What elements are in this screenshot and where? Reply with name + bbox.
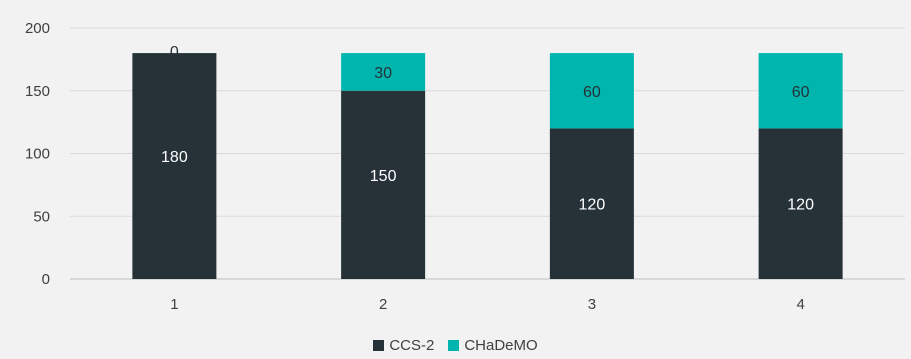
legend-label-chademo: CHaDeMO <box>464 336 538 354</box>
bar-segment-ccs2 <box>549 128 634 279</box>
data-label: 30 <box>374 65 392 82</box>
data-labels: 180 0 150 30 120 60 120 60 <box>161 44 814 214</box>
x-tick-label: 2 <box>379 296 387 313</box>
y-tick-label: 100 <box>25 146 50 163</box>
x-tick-label: 4 <box>796 296 804 313</box>
bar-segment-ccs2 <box>758 128 843 279</box>
legend: CCS-2 CHaDeMO <box>0 335 911 355</box>
y-tick-label: 50 <box>33 208 50 225</box>
bar-segment-chademo <box>341 53 426 91</box>
data-label: 150 <box>370 168 397 185</box>
data-label: 60 <box>583 84 601 101</box>
x-tick-label: 3 <box>588 296 596 313</box>
legend-swatch-ccs2 <box>373 339 385 351</box>
data-label: 120 <box>787 197 814 214</box>
x-tick-label: 1 <box>170 296 178 313</box>
legend-label-ccs2: CCS-2 <box>389 336 435 354</box>
y-tick-label: 150 <box>25 83 50 100</box>
y-tick-label: 0 <box>42 271 50 288</box>
legend-item-ccs2: CCS-2 <box>373 337 434 354</box>
bar-segment-ccs2 <box>341 90 426 279</box>
y-tick-label: 200 <box>25 20 50 37</box>
legend-item-chademo: CHaDeMO <box>448 336 538 354</box>
data-label: 60 <box>792 84 810 101</box>
bars <box>132 53 843 279</box>
y-axis-ticks: 0 50 100 150 200 <box>25 20 50 288</box>
bar-segment-chademo <box>549 53 634 129</box>
legend-swatch-chademo <box>448 339 460 351</box>
data-label: 0 <box>170 44 179 61</box>
bar-segment-chademo <box>758 53 843 129</box>
data-label: 120 <box>579 197 606 214</box>
x-axis-ticks: 1 2 3 4 <box>170 296 805 313</box>
bar-segment-ccs2 <box>132 53 217 279</box>
data-label: 180 <box>161 149 188 166</box>
